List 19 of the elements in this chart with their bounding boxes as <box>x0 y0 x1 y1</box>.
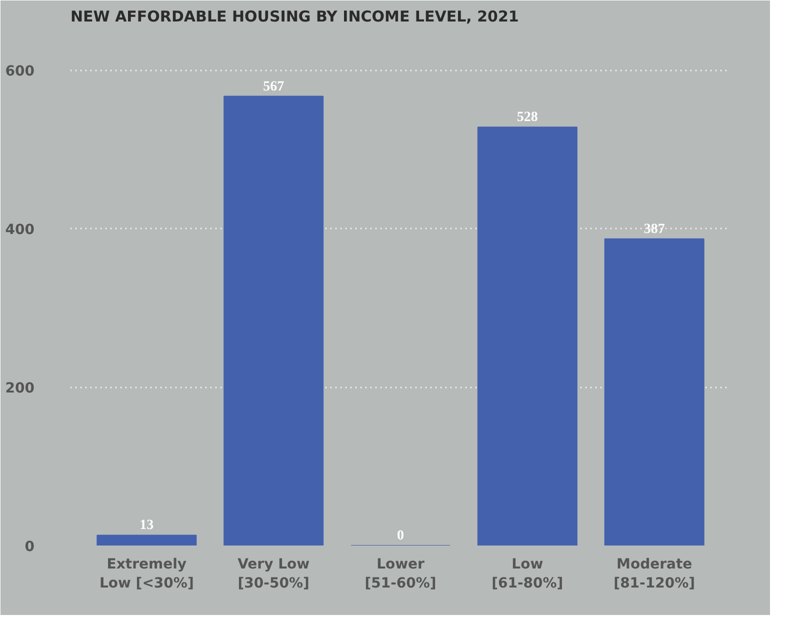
data-label: 13 <box>140 518 154 534</box>
x-tick-label: Moderate [81-120%] <box>614 556 696 592</box>
bar <box>604 238 704 546</box>
x-tick-label: Lower [51-60%] <box>364 556 436 592</box>
bar <box>477 126 578 546</box>
y-tick-label: 400 <box>5 222 35 238</box>
y-tick-label: 600 <box>5 64 35 80</box>
data-label: 0 <box>397 528 404 544</box>
x-tick-label: Very Low [30-50%] <box>238 556 310 592</box>
x-tick-label: Low [61-80%] <box>492 556 564 592</box>
y-tick-label: 0 <box>24 539 35 555</box>
y-tick-label: 200 <box>5 380 35 397</box>
data-label: 387 <box>644 222 665 237</box>
x-tick-label: Extremely Low [<30%] <box>99 556 194 592</box>
bar <box>96 534 197 546</box>
bar <box>224 96 324 546</box>
data-label: 567 <box>263 79 284 94</box>
chart-title: NEW AFFORDABLE HOUSING BY INCOME LEVEL, 2021 <box>70 8 519 26</box>
data-label: 528 <box>516 110 538 126</box>
